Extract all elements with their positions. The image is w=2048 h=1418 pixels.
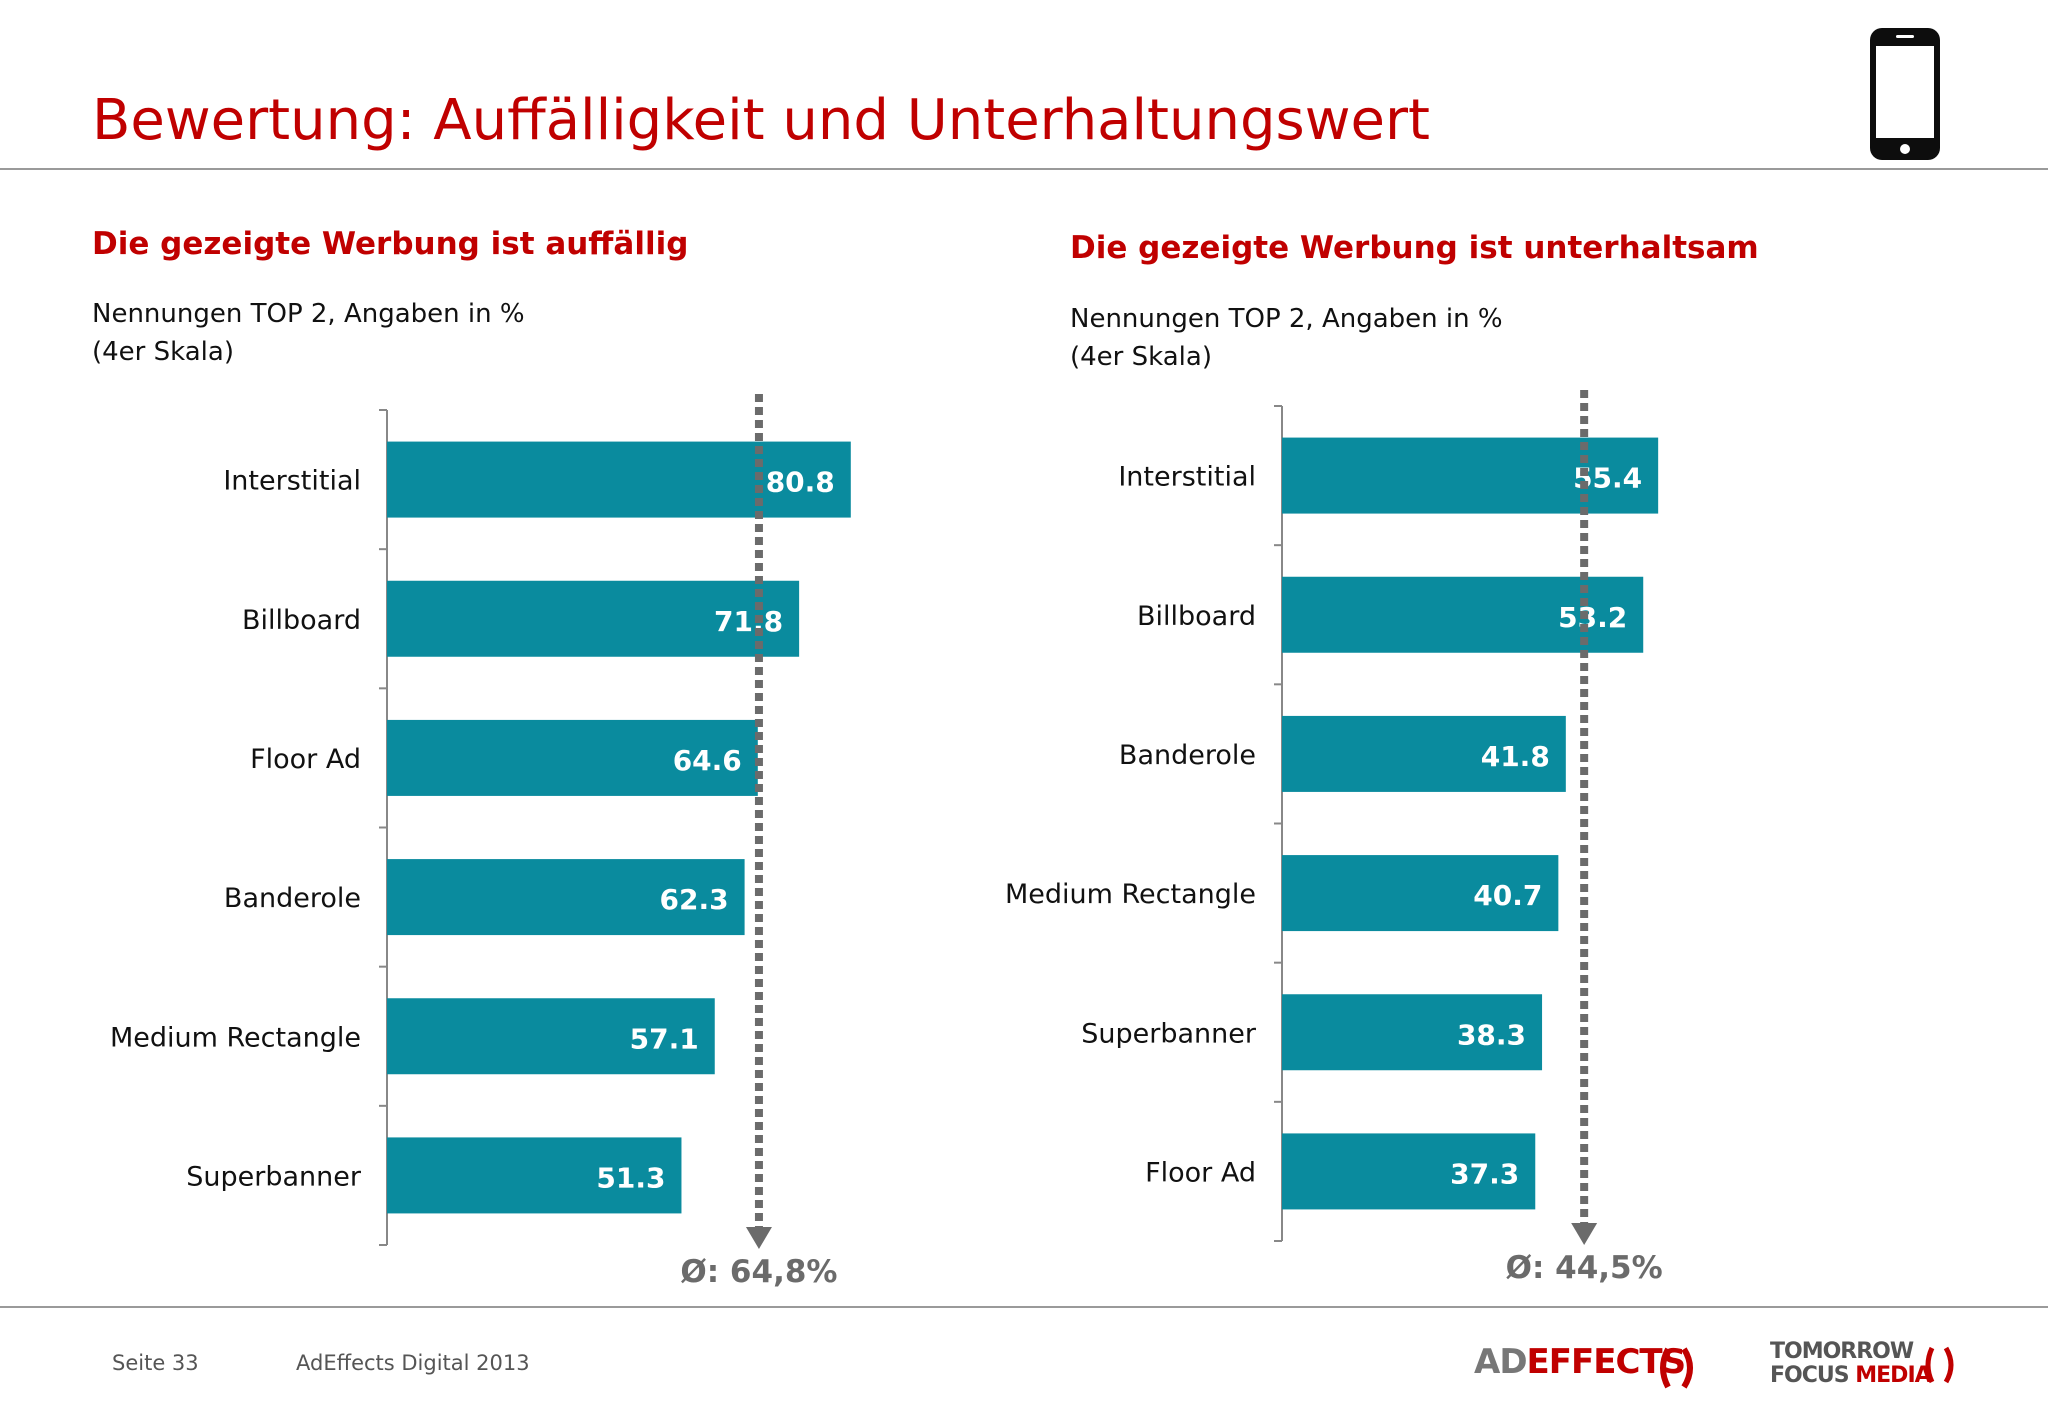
adeffects-logo: ADEFFECTS — [1474, 1342, 1687, 1382]
bar — [1282, 994, 1543, 1071]
data-label: 62.3 — [660, 883, 729, 916]
category-label: Floor Ad — [250, 744, 361, 775]
average-arrow — [745, 1227, 772, 1249]
tomorrow-logo-mark-icon — [1925, 1346, 1954, 1384]
data-label: 40.7 — [1473, 879, 1542, 912]
average-arrow — [1571, 1223, 1598, 1245]
adeffects-logo-mark-icon — [1660, 1347, 1693, 1389]
chart-subtitle: Nennungen TOP 2, Angaben in % (4er Skala… — [1070, 300, 1503, 376]
chart-subtitle-line: (4er Skala) — [1070, 342, 1212, 372]
logo-text: TOMORROW — [1770, 1339, 1914, 1364]
bar — [387, 441, 851, 518]
category-label: Interstitial — [223, 466, 361, 497]
source-text: AdEffects Digital 2013 — [296, 1351, 530, 1375]
category-label: Medium Rectangle — [110, 1022, 361, 1053]
data-label: 51.3 — [596, 1161, 665, 1194]
chart-title: Die gezeigte Werbung ist unterhaltsam — [1070, 230, 1759, 266]
bar — [387, 998, 715, 1075]
page-title: Bewertung: Auffälligkeit und Unterhaltun… — [92, 88, 1430, 153]
header-divider — [0, 168, 2048, 170]
data-label: 55.4 — [1573, 462, 1642, 495]
bar-chart-plot: Interstitial 80.8 Billboard 71.8 Floor Ad 64.… — [110, 394, 851, 1290]
data-label: 41.8 — [1481, 740, 1550, 773]
bar-chart-plot: Interstitial 55.4 Billboard 53.2 Banderole 41… — [1005, 390, 1663, 1286]
logo-text: AD — [1474, 1342, 1528, 1382]
category-label: Banderole — [224, 883, 361, 914]
category-label: Superbanner — [186, 1161, 362, 1192]
average-label: Ø: 44,5% — [1506, 1250, 1663, 1286]
logo-text: FOCUS — [1770, 1363, 1850, 1388]
chart-subtitle-line: Nennungen TOP 2, Angaben in % — [92, 299, 525, 329]
chart-subtitle-line: (4er Skala) — [92, 337, 234, 367]
bar — [387, 580, 800, 657]
logo-text: EFFECTS — [1526, 1342, 1687, 1382]
logo-text: MEDIA — [1855, 1363, 1931, 1388]
data-label: 64.6 — [673, 744, 742, 777]
bar — [1282, 1133, 1536, 1210]
category-label: Billboard — [1137, 601, 1256, 632]
bar — [387, 1137, 682, 1214]
category-label: Floor Ad — [1145, 1157, 1256, 1188]
bar — [387, 719, 758, 796]
category-label: Interstitial — [1118, 462, 1256, 493]
tomorrow-focus-logo: TOMORROW FOCUS MEDIA — [1770, 1339, 1932, 1388]
chart-subtitle-line: Nennungen TOP 2, Angaben in % — [1070, 304, 1503, 334]
chart-subtitle: Nennungen TOP 2, Angaben in % (4er Skala… — [92, 295, 525, 371]
category-label: Medium Rectangle — [1005, 879, 1256, 910]
average-label: Ø: 64,8% — [680, 1254, 837, 1290]
data-label: 37.3 — [1450, 1157, 1519, 1190]
data-label: 57.1 — [630, 1022, 699, 1055]
data-label: 38.3 — [1457, 1018, 1526, 1051]
footer-divider — [0, 1306, 2048, 1308]
data-label: 71.8 — [714, 605, 783, 638]
smartphone-icon — [1870, 28, 1940, 160]
category-label: Superbanner — [1081, 1018, 1257, 1049]
chart-title: Die gezeigte Werbung ist auffällig — [92, 226, 689, 262]
data-label: 80.8 — [766, 466, 835, 499]
data-label: 53.2 — [1558, 601, 1627, 634]
page-number: Seite 33 — [112, 1351, 199, 1375]
bar — [387, 859, 745, 936]
bar — [1282, 715, 1566, 792]
category-label: Billboard — [242, 605, 361, 636]
category-label: Banderole — [1119, 740, 1256, 771]
bar — [1282, 437, 1659, 514]
bar — [1282, 855, 1559, 932]
